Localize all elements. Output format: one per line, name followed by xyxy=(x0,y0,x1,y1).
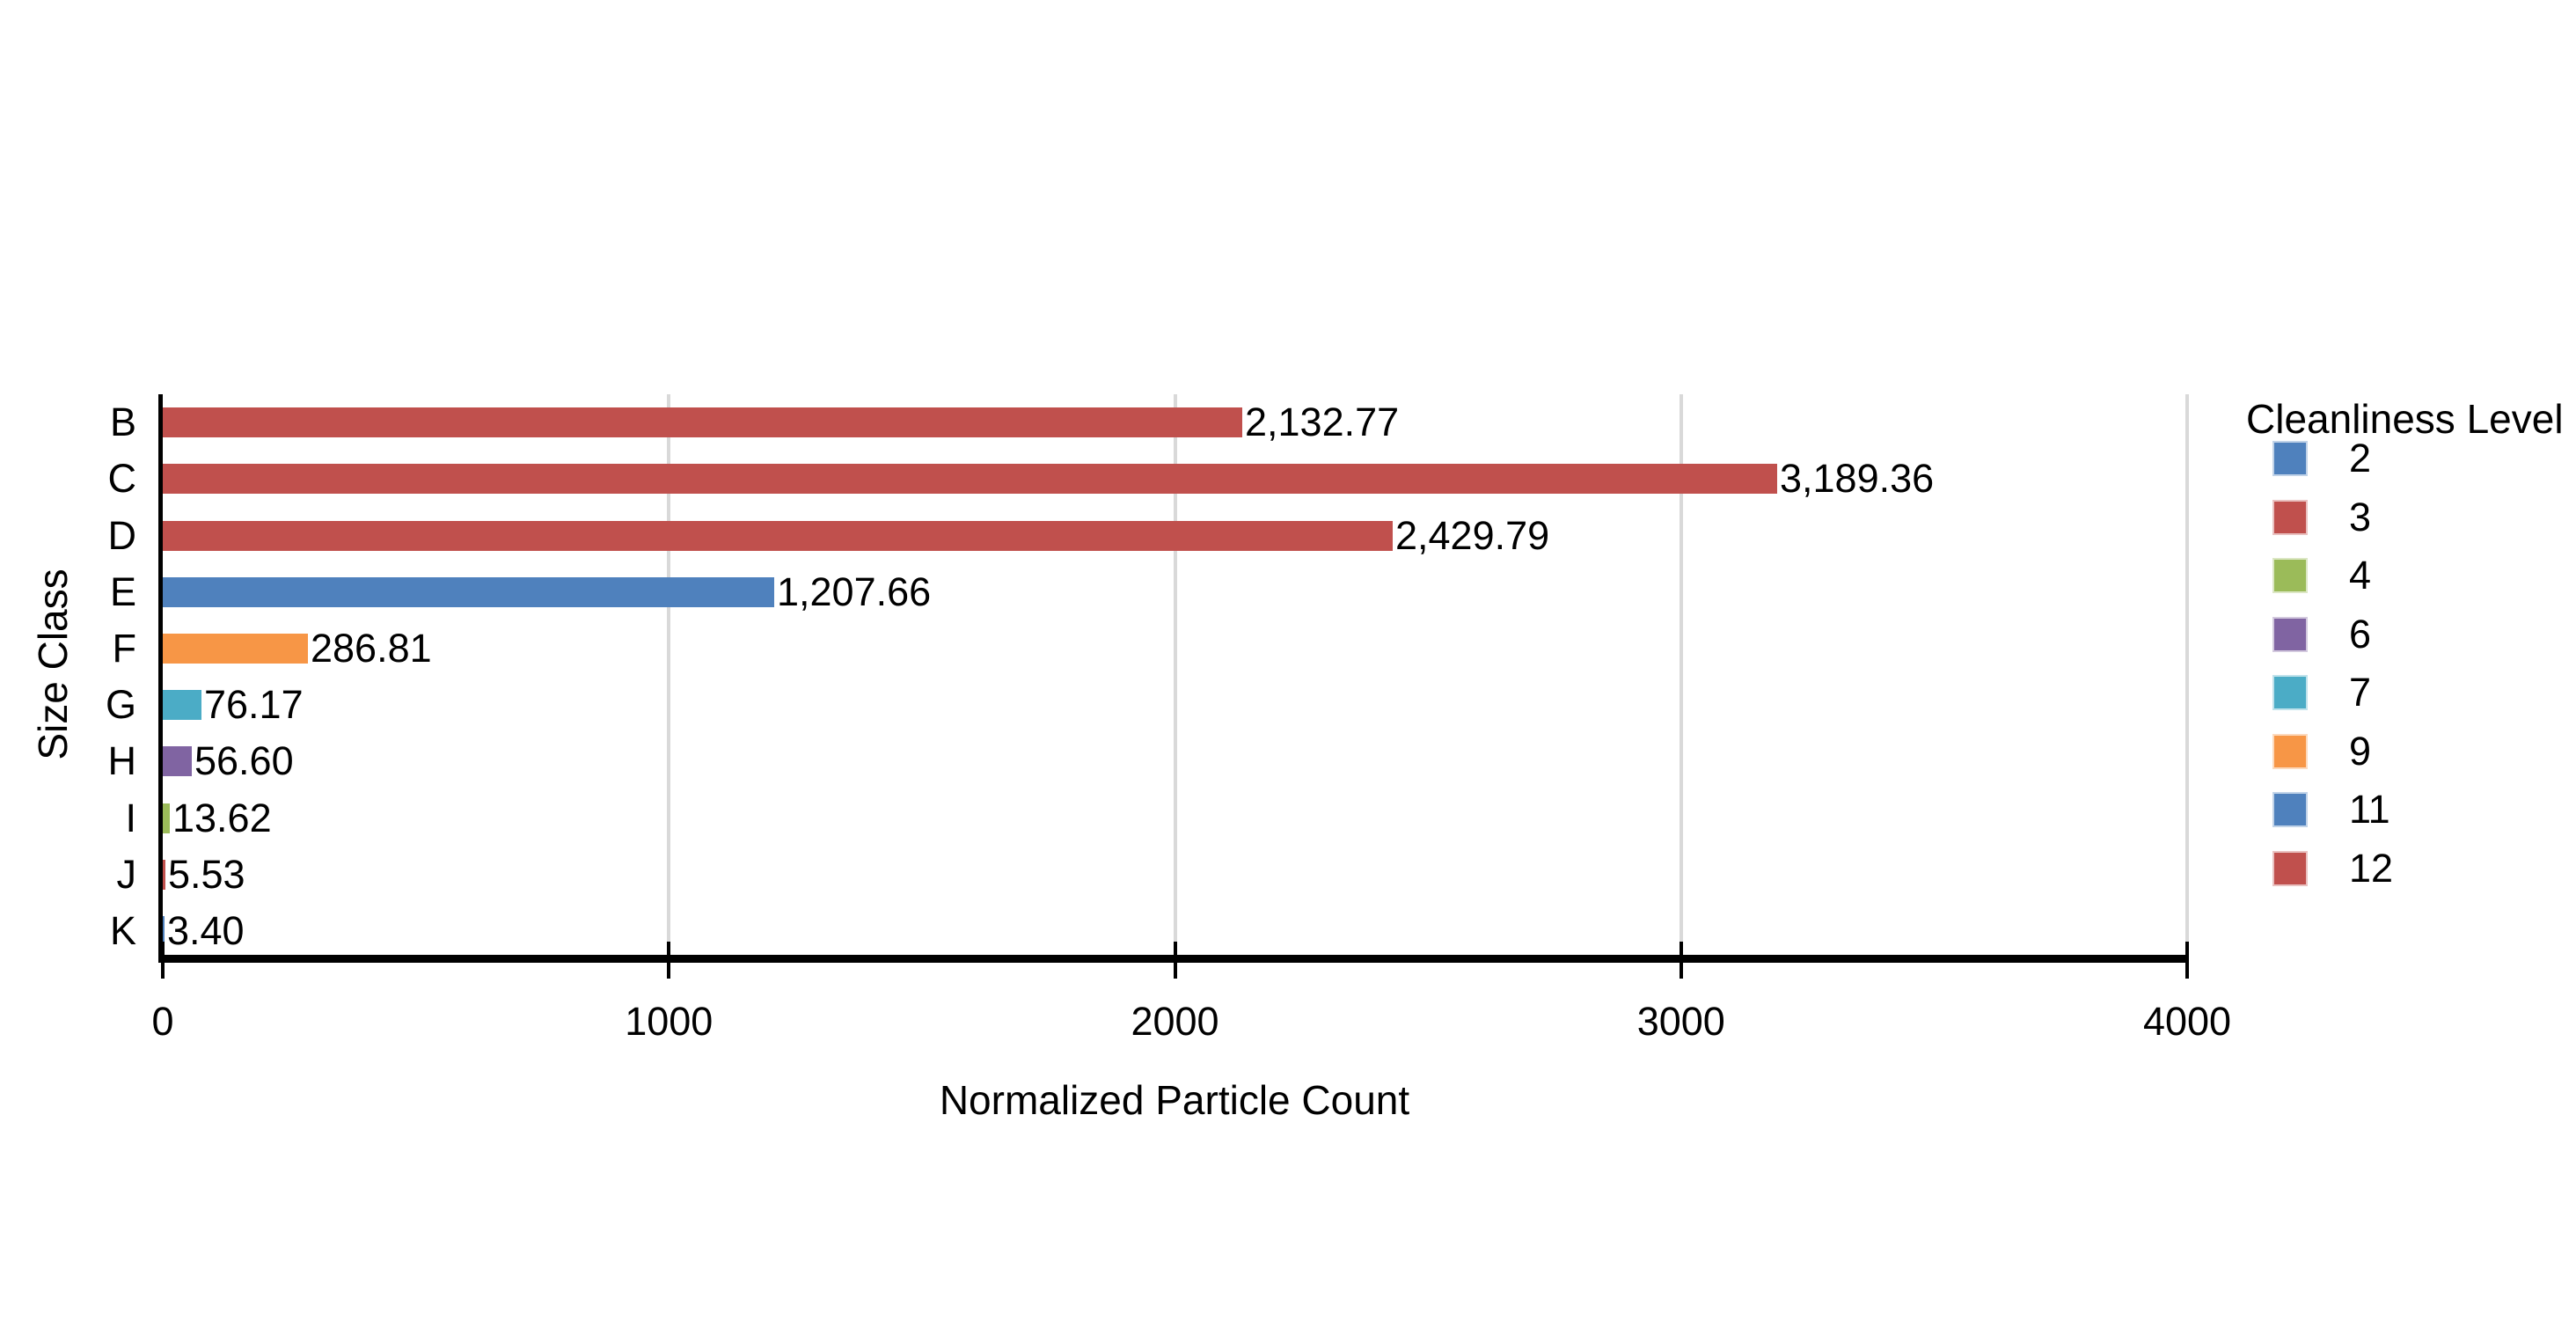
gridline-4000 xyxy=(2185,394,2189,955)
legend-swatch-12 xyxy=(2272,851,2308,886)
value-label-I: 13.62 xyxy=(172,796,272,840)
value-label-D: 2,429.79 xyxy=(1395,513,1550,558)
legend-label-12: 12 xyxy=(2349,846,2394,891)
value-label-J: 5.53 xyxy=(168,852,245,897)
bar-E xyxy=(163,577,774,607)
bar-H xyxy=(163,746,192,776)
legend-swatch-2 xyxy=(2272,441,2308,476)
legend-label-4: 4 xyxy=(2349,553,2372,598)
legend-title: Cleanliness Level xyxy=(2246,396,2564,442)
x-axis-line xyxy=(158,955,2189,963)
category-label-B: B xyxy=(109,400,136,444)
category-label-G: G xyxy=(105,682,136,727)
category-label-E: E xyxy=(109,569,136,614)
legend-items: 2 3 4 6 7 9 11 12 xyxy=(2235,387,2576,933)
bar-B xyxy=(163,407,1242,437)
category-label-I: I xyxy=(125,796,136,840)
legend-swatch-4 xyxy=(2272,558,2308,593)
bar-D xyxy=(163,521,1393,551)
legend-swatch-6 xyxy=(2272,617,2308,652)
bar-J xyxy=(163,860,165,890)
legend-label-7: 7 xyxy=(2349,670,2372,715)
legend-label-9: 9 xyxy=(2349,729,2372,774)
x-tick-label-2000: 2000 xyxy=(1131,999,1219,1044)
value-label-E: 1,207.66 xyxy=(777,569,932,614)
category-label-H: H xyxy=(107,738,137,783)
gridline-1000 xyxy=(667,394,671,955)
category-label-C: C xyxy=(107,456,137,501)
category-label-J: J xyxy=(116,852,137,897)
legend-swatch-9 xyxy=(2272,734,2308,769)
bar-G xyxy=(163,690,201,720)
gridline-2000 xyxy=(1173,394,1177,955)
legend: Cleanliness Level 2 3 4 6 7 9 11 12 xyxy=(2235,387,2576,933)
category-label-K: K xyxy=(109,908,136,953)
value-label-F: 286.81 xyxy=(311,626,432,671)
legend-label-6: 6 xyxy=(2349,612,2372,656)
bar-C xyxy=(163,464,1777,494)
category-label-D: D xyxy=(107,513,137,558)
x-tick-label-3000: 3000 xyxy=(1636,999,1725,1044)
value-label-K: 3.40 xyxy=(167,908,245,953)
legend-swatch-11 xyxy=(2272,792,2308,827)
x-axis-title: Normalized Particle Count xyxy=(939,1077,1410,1123)
value-label-H: 56.60 xyxy=(194,738,294,783)
bar-F xyxy=(163,634,308,664)
x-tick-label-1000: 1000 xyxy=(625,999,714,1044)
value-label-B: 2,132.77 xyxy=(1245,400,1400,444)
y-axis-line xyxy=(158,394,163,959)
category-label-F: F xyxy=(112,626,137,671)
value-label-G: 76.17 xyxy=(204,682,304,727)
bar-K xyxy=(163,916,165,946)
x-tick-label-0: 0 xyxy=(151,999,174,1044)
legend-label-11: 11 xyxy=(2349,787,2390,832)
legend-label-2: 2 xyxy=(2349,436,2372,480)
bar-I xyxy=(163,803,170,833)
value-label-C: 3,189.36 xyxy=(1780,456,1935,501)
gridline-3000 xyxy=(1679,394,1683,955)
x-tick-label-4000: 4000 xyxy=(2142,999,2232,1044)
legend-swatch-3 xyxy=(2272,500,2308,535)
legend-label-3: 3 xyxy=(2349,495,2372,539)
legend-swatch-7 xyxy=(2272,675,2308,710)
